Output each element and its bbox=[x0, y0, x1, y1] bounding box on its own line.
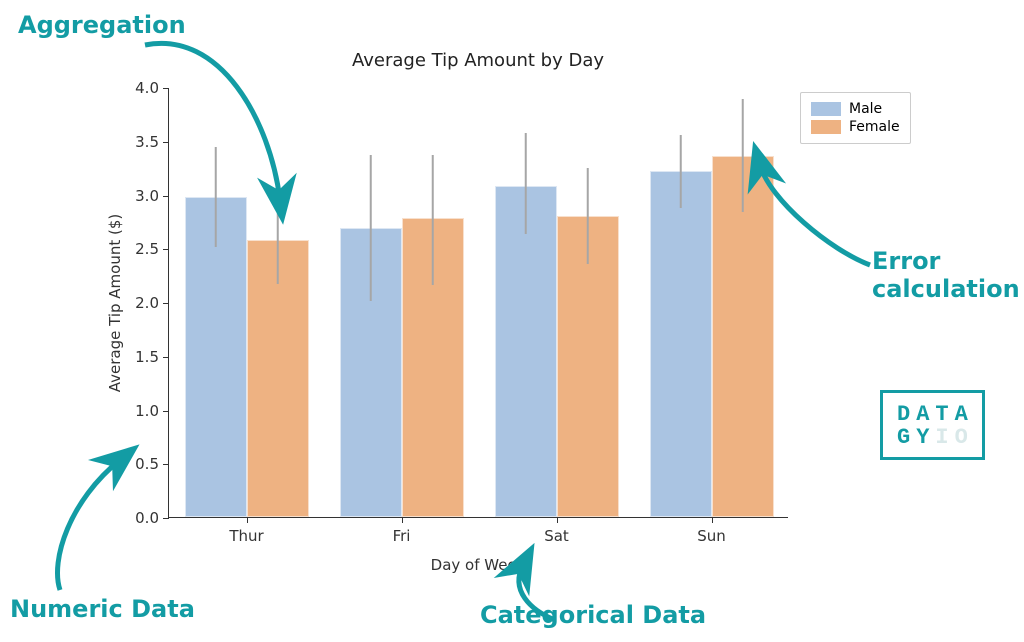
annotation-arrows bbox=[0, 0, 1024, 642]
datagy-logo: DATA GYIO bbox=[880, 390, 985, 460]
